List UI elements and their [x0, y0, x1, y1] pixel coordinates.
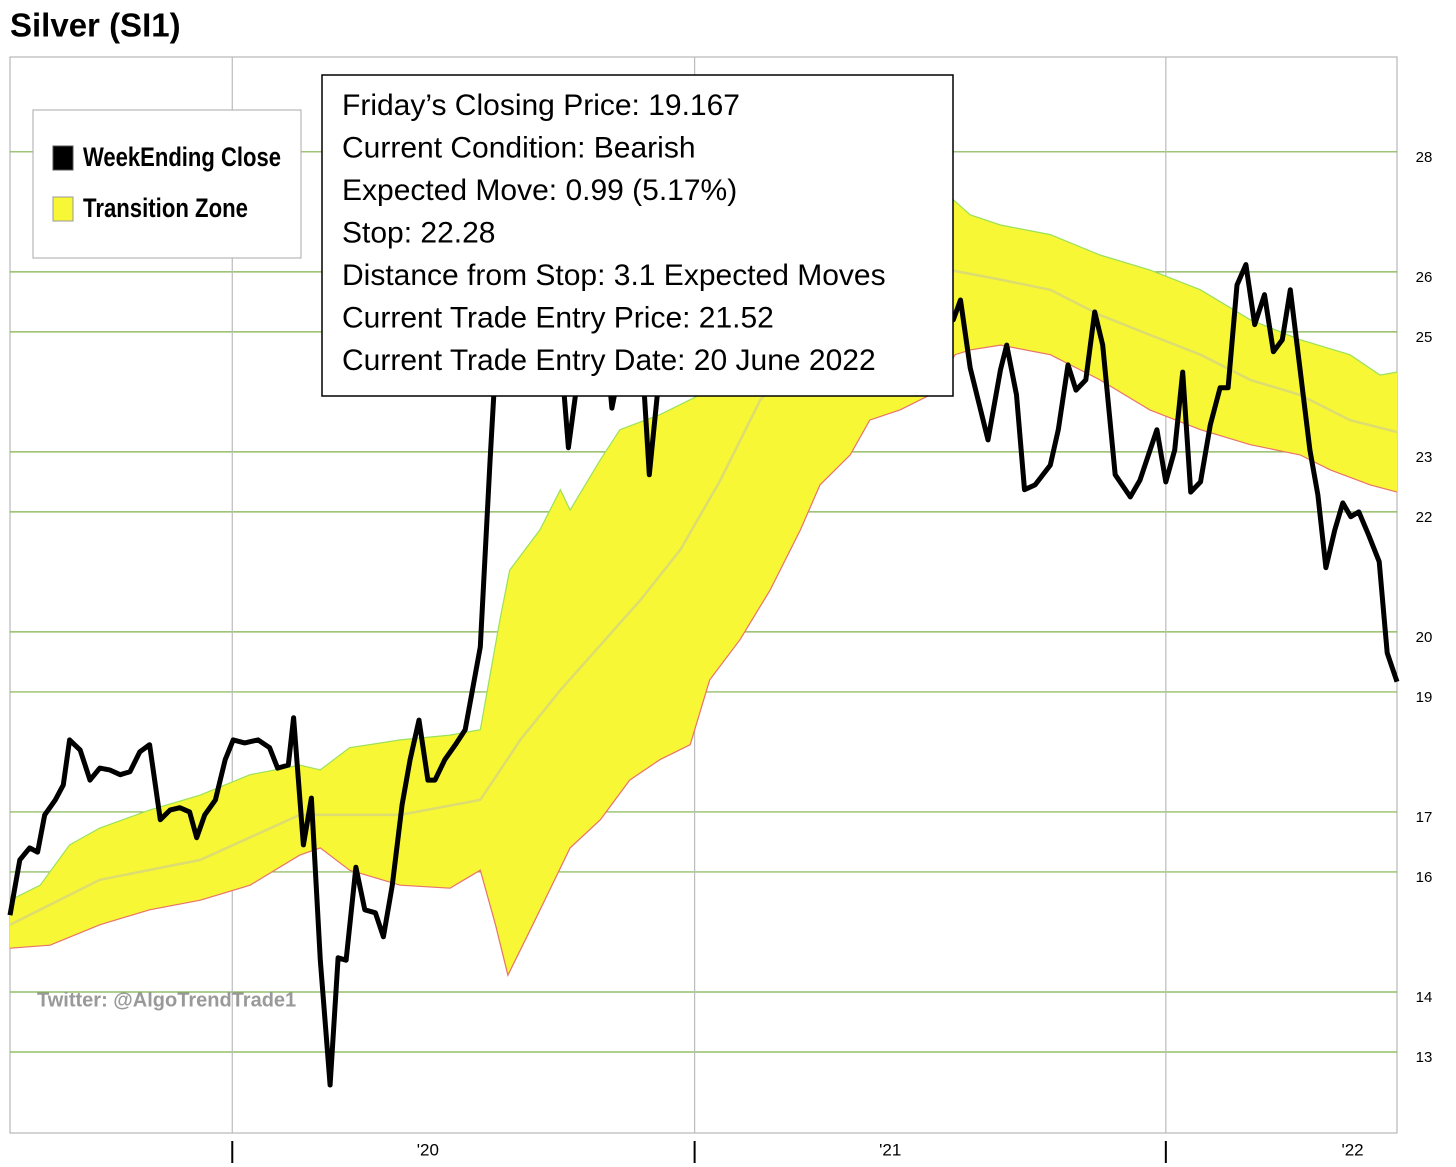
- info-line: Current Trade Entry Date: 20 June 2022: [342, 344, 876, 377]
- x-tick-label: '20: [417, 1140, 439, 1159]
- chart-title: Silver (SI1): [10, 7, 181, 44]
- info-line: Distance from Stop: 3.1 Expected Moves: [342, 259, 886, 292]
- legend-box: [32, 109, 302, 259]
- legend-swatch: [52, 196, 74, 222]
- info-line: Stop: 22.28: [342, 216, 495, 249]
- info-box: Friday’s Closing Price: 19.167 Current Co…: [321, 74, 954, 397]
- info-line: Expected Move: 0.99 (5.17%): [342, 174, 737, 207]
- info-line: Current Trade Entry Price: 21.52: [342, 301, 774, 334]
- legend-label: Transition Zone: [83, 193, 248, 223]
- y-tick-label: 22: [1416, 509, 1433, 526]
- y-tick-label: 20: [1416, 629, 1433, 646]
- watermark: Twitter: @AlgoTrendTrade1: [37, 989, 296, 1011]
- x-tick-label: '21: [879, 1140, 901, 1159]
- info-box-frame: [321, 74, 954, 397]
- legend-swatch: [52, 145, 74, 171]
- y-tick-label: 25: [1416, 329, 1433, 346]
- y-tick-label: 28: [1416, 149, 1433, 166]
- y-tick-label: 13: [1416, 1049, 1433, 1066]
- info-line: Friday’s Closing Price: 19.167: [342, 89, 740, 122]
- y-tick-label: 26: [1416, 269, 1433, 286]
- y-tick-label: 23: [1416, 449, 1433, 466]
- info-line: Current Condition: Bearish: [342, 131, 696, 164]
- legend: WeekEnding Close Transition Zone: [32, 109, 302, 259]
- y-tick-label: 14: [1416, 989, 1433, 1006]
- band-upper-line: [9, 198, 1398, 901]
- x-tick-label: '22: [1341, 1140, 1363, 1159]
- y-tick-label: 16: [1416, 869, 1433, 886]
- legend-label: WeekEnding Close: [83, 142, 281, 172]
- y-tick-label: 19: [1416, 689, 1433, 706]
- close-line: [7, 237, 1400, 1088]
- y-tick-label: 17: [1416, 809, 1433, 826]
